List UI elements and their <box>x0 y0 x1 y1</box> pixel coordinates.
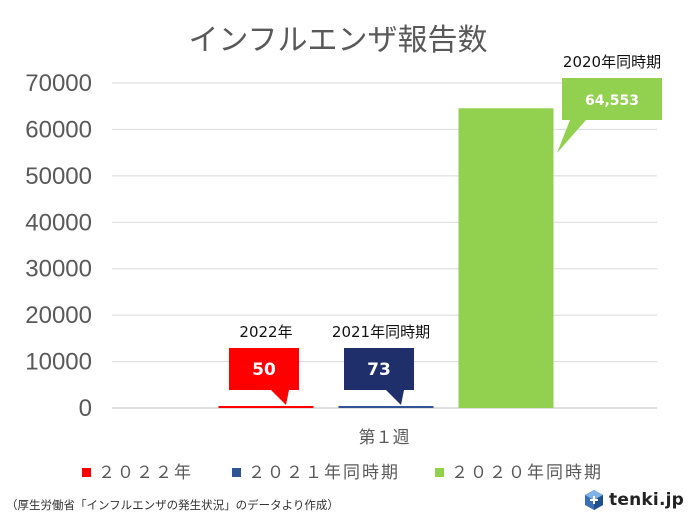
bar-series-label: 2022年 <box>239 323 292 341</box>
gridlines <box>112 82 657 409</box>
legend-swatch <box>435 468 444 477</box>
bar <box>338 406 434 408</box>
y-tick-label: 50000 <box>25 163 92 190</box>
logo-text: tenki.jp <box>609 490 684 510</box>
y-tick-label: 10000 <box>25 349 92 376</box>
bar-series-label: 2021年同時期 <box>332 323 430 341</box>
y-tick-label: 30000 <box>25 256 92 283</box>
data-label-callout: 50 2022年 <box>229 323 299 405</box>
source-note: （厚生労働省「インフルエンザの発生状況」のデータより作成） <box>6 498 339 512</box>
callout-shape <box>229 348 299 405</box>
legend-label: ２０２１年同時期 <box>248 463 400 482</box>
callout-shape <box>344 348 414 405</box>
legend: ２０２２年 ２０２１年同時期 ２０２０年同時期 <box>82 463 603 482</box>
x-axis-tick-labels: 第１週 <box>359 428 410 447</box>
legend-label: ２０２０年同時期 <box>451 463 603 482</box>
tenki-logo: tenki.jp <box>583 489 684 511</box>
y-tick-label: 40000 <box>25 209 92 236</box>
legend-swatch <box>232 468 241 477</box>
data-label-callouts: 50 2022年 73 2021年同時期 64,553 2020年同時期 <box>229 53 662 405</box>
chart-title: インフルエンザ報告数 <box>188 23 487 58</box>
x-tick-label: 第１週 <box>359 428 410 447</box>
callout-shape <box>557 78 662 153</box>
tenki-logo-icon <box>585 490 604 510</box>
bar-series-label: 2020年同時期 <box>563 53 661 71</box>
legend-item: ２０２１年同時期 <box>232 463 400 482</box>
legend-swatch <box>82 468 91 477</box>
bars <box>218 108 554 408</box>
y-tick-label: 20000 <box>25 302 92 329</box>
data-label-callout: 64,553 2020年同時期 <box>557 53 662 153</box>
y-tick-label: 60000 <box>25 116 92 143</box>
bar <box>218 406 314 408</box>
y-tick-label: 70000 <box>25 70 92 97</box>
data-label: 50 <box>252 360 276 380</box>
y-tick-label: 0 <box>79 395 92 422</box>
bar <box>458 108 554 408</box>
legend-item: ２０２０年同時期 <box>435 463 603 482</box>
y-axis-tick-labels: 0 10000 20000 30000 40000 50000 60000 70000 <box>25 70 92 422</box>
legend-item: ２０２２年 <box>82 463 193 482</box>
data-label-callout: 73 2021年同時期 <box>332 323 430 405</box>
data-label: 64,553 <box>585 93 639 109</box>
legend-label: ２０２２年 <box>98 463 193 482</box>
data-label: 73 <box>367 360 391 380</box>
